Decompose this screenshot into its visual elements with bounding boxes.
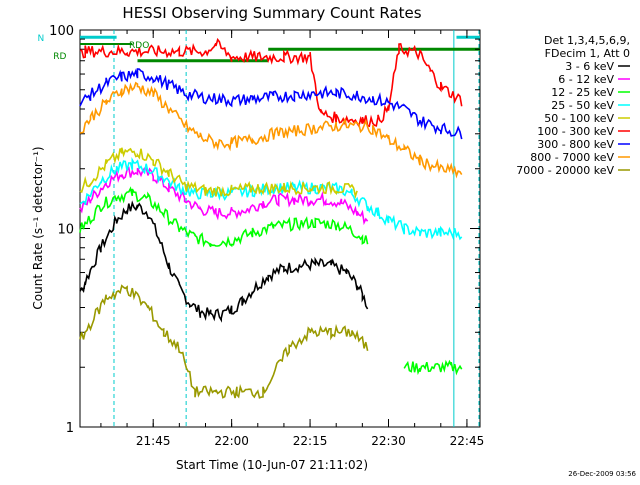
legend-entry-label: 50 - 100 keV (544, 112, 614, 125)
x-tick-label: 22:15 (293, 434, 328, 448)
legend-entry-label: 800 - 7000 keV (530, 151, 614, 164)
footer-timestamp: 26-Dec-2009 03:56 (568, 470, 636, 478)
chart-annotation: RDO (129, 41, 149, 51)
x-tick-label: 22:00 (214, 434, 249, 448)
legend-entry-label: 25 - 50 keV (551, 99, 614, 112)
series-line (79, 284, 369, 399)
plot-area: 21:45 22:00 22:15 22:30 22:45 1 10 100 N RDO RD (38, 24, 485, 448)
chart-annotation: N (38, 34, 45, 44)
series-line (79, 147, 358, 200)
legend-entry-label: 7000 - 20000 keV (516, 164, 614, 177)
x-axis-label: Start Time (10-Jun-07 21:11:02) (176, 458, 368, 472)
series-line (79, 37, 463, 129)
y-tick-label: 1 (66, 421, 74, 436)
x-tick-label: 22:45 (450, 434, 485, 448)
series-line (79, 200, 369, 323)
chart-annotation: RD (53, 52, 66, 62)
legend-entry-label: 6 - 12 keV (558, 73, 614, 86)
x-tick-label: 21:45 (136, 434, 171, 448)
x-tick-label: 22:30 (371, 434, 406, 448)
series-line (403, 359, 463, 376)
legend-entry-label: 300 - 800 keV (537, 138, 614, 151)
series-line (79, 186, 369, 248)
legend-entry-label: 100 - 300 keV (537, 125, 614, 138)
series-line (79, 68, 463, 140)
series-line (79, 81, 463, 179)
y-axis-label: Count Rate (s⁻¹ detector⁻¹) (31, 146, 45, 309)
legend-header: Det 1,3,4,5,6,9, (544, 34, 630, 47)
chart-title: HESSI Observing Summary Count Rates (122, 4, 421, 22)
y-tick-label: 10 (57, 223, 74, 238)
legend-entry-label: 12 - 25 keV (551, 86, 614, 99)
legend-entry-label: 3 - 6 keV (565, 60, 614, 73)
legend-header: FDecim 1, Att 0 (545, 47, 630, 60)
y-tick-label: 100 (49, 24, 74, 39)
legend: Det 1,3,4,5,6,9,FDecim 1, Att 03 - 6 keV… (516, 34, 630, 177)
